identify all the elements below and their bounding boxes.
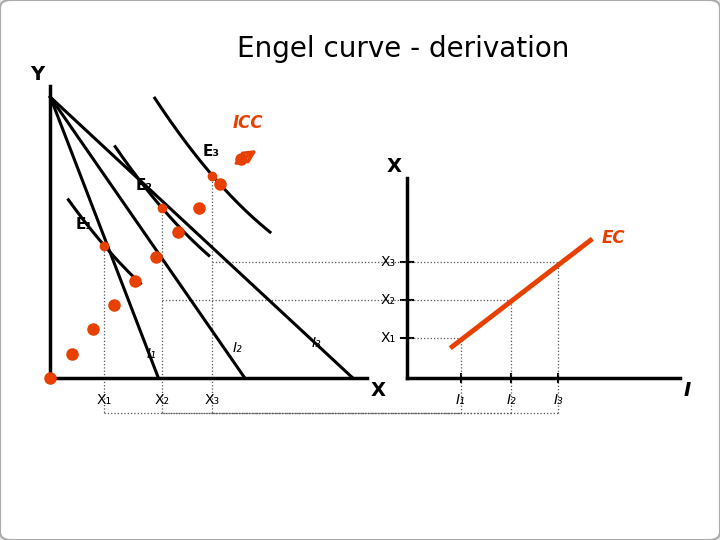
Text: X: X bbox=[387, 157, 401, 176]
Text: X₁: X₁ bbox=[96, 393, 112, 407]
Text: I₂: I₂ bbox=[233, 341, 243, 355]
Text: I₂: I₂ bbox=[506, 393, 516, 407]
Text: I₁: I₁ bbox=[146, 347, 156, 361]
Text: X₃: X₃ bbox=[381, 255, 396, 269]
Text: I: I bbox=[684, 381, 691, 400]
Text: ICC: ICC bbox=[233, 114, 264, 132]
Text: EC: EC bbox=[601, 228, 625, 247]
Text: Engel curve - derivation: Engel curve - derivation bbox=[237, 35, 570, 63]
Text: I₁: I₁ bbox=[456, 393, 466, 407]
Text: X₁: X₁ bbox=[381, 330, 396, 345]
Text: I₃: I₃ bbox=[312, 336, 322, 350]
Text: X₂: X₂ bbox=[155, 393, 169, 407]
Text: X: X bbox=[371, 381, 386, 400]
Text: X₂: X₂ bbox=[381, 293, 396, 307]
Text: X₃: X₃ bbox=[204, 393, 220, 407]
Text: I₃: I₃ bbox=[553, 393, 563, 407]
Text: E₂: E₂ bbox=[135, 178, 153, 193]
Text: E₁: E₁ bbox=[76, 217, 93, 232]
Text: E₃: E₃ bbox=[202, 144, 220, 159]
Text: Y: Y bbox=[30, 65, 45, 84]
